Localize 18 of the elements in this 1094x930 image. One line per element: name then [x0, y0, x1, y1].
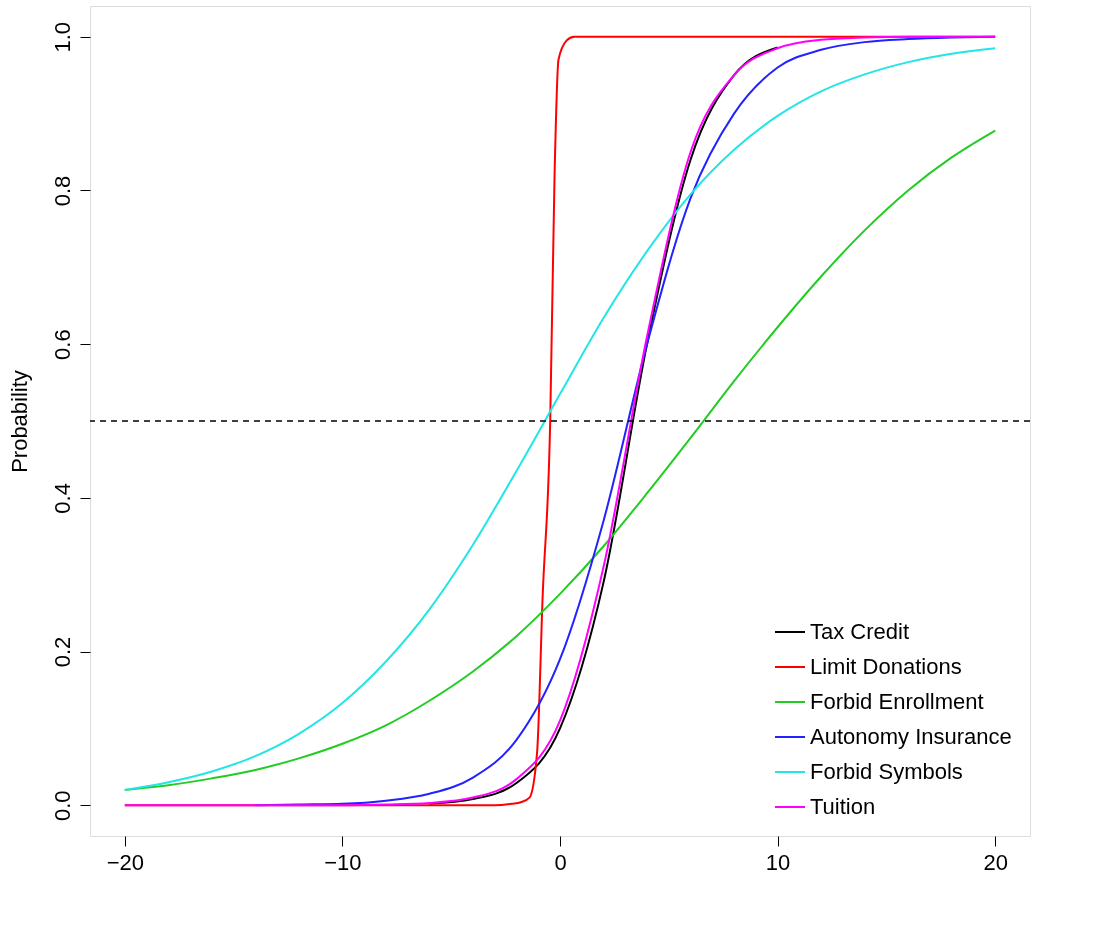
x-tick-label: −10	[324, 849, 362, 875]
y-axis-title: Probability	[6, 370, 32, 473]
y-tick-label: 0.8	[49, 175, 75, 207]
legend-label: Forbid Symbols	[810, 759, 963, 784]
x-tick-label: 20	[983, 849, 1008, 875]
legend-label: Forbid Enrollment	[810, 689, 984, 714]
legend-label: Autonomy Insurance	[810, 724, 1012, 749]
x-tick-label: 0	[554, 849, 567, 875]
y-tick-label: 1.0	[49, 21, 75, 53]
legend-label: Tax Credit	[810, 619, 910, 644]
y-tick-label: 0.2	[49, 636, 75, 668]
legend-label: Limit Donations	[810, 654, 962, 679]
x-tick-label: 10	[765, 849, 791, 875]
y-tick-label: 0.0	[49, 790, 75, 822]
y-tick-label: 0.4	[49, 483, 75, 514]
x-tick-label: −20	[106, 849, 144, 875]
legend-label: Tuition	[810, 794, 876, 819]
y-tick-label: 0.6	[49, 329, 75, 360]
